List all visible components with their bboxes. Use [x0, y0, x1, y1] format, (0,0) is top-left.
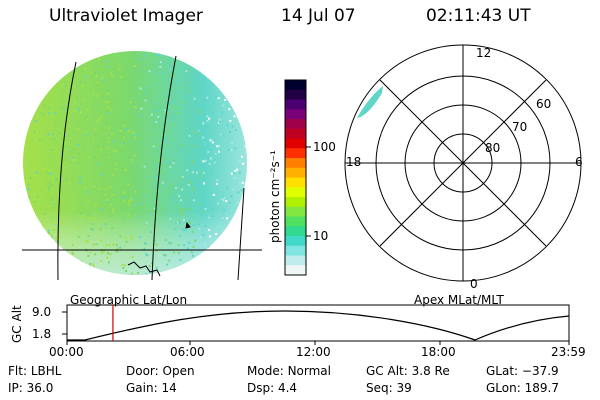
time-tick-0000: 00:00 [49, 345, 84, 359]
altitude-tick-1-8: 1.8 [32, 327, 52, 341]
coastline [127, 261, 161, 277]
colorbar-segment [285, 236, 306, 247]
colorbar-unit-label: photon cm⁻²s⁻¹ [268, 150, 282, 243]
mlt-label-12: 12 [476, 46, 492, 60]
meta-seq: Seq: 39 [366, 381, 412, 395]
colorbar-tick-100: 100 [313, 140, 336, 154]
meta-door: Door: Open [126, 364, 195, 378]
aurora-patch [357, 86, 383, 118]
polar-diagonal [379, 79, 547, 247]
altitude-curve [67, 310, 570, 341]
mlt-label-6: 6 [575, 155, 583, 169]
time-tick-0600: 06:00 [170, 345, 205, 359]
meta-ip: IP: 36.0 [8, 381, 54, 395]
altitude-plot [62, 304, 570, 345]
colorbar-segment [285, 109, 306, 120]
mlt-label-0: 0 [470, 277, 478, 291]
colorbar-tick-10: 10 [313, 229, 329, 243]
colorbar-segment [285, 197, 306, 208]
colorbar-segment [285, 206, 306, 217]
colorbar-segment [285, 255, 306, 266]
uv-image-disk [23, 51, 247, 275]
time-tick-2359: 23:59 [551, 345, 586, 359]
meta-flt: Flt: LBHL [8, 364, 62, 378]
pointer-marker [185, 221, 191, 229]
colorbar-segment [285, 265, 306, 276]
mlat-label-70: 70 [512, 120, 528, 134]
colorbar-segment [285, 80, 306, 91]
mlt-label-18: 18 [346, 155, 362, 169]
colorbar-segment [285, 158, 306, 169]
colorbar-segment [285, 148, 306, 159]
meridian-line [57, 61, 77, 281]
colorbar-segment [285, 226, 306, 237]
time-tick-1800: 18:00 [421, 345, 456, 359]
geographic-grid [22, 55, 262, 281]
meta-dsp: Dsp: 4.4 [247, 381, 298, 395]
altitude-tick-9: 9.0 [32, 305, 52, 319]
colorbar-segment [285, 216, 306, 227]
altitude-axis-label: GC Alt [10, 305, 24, 343]
apex-panel-label: Apex MLat/MLT [414, 293, 504, 307]
colorbar-segment [285, 89, 306, 100]
colorbar-segment [285, 99, 306, 110]
instrument-title: Ultraviolet Imager [49, 6, 203, 26]
meridian-line [237, 187, 245, 281]
colorbar-segment [285, 167, 306, 178]
colorbar-segment [285, 128, 306, 139]
colorbar-segment [285, 187, 306, 198]
observation-time: 02:11:43 UT [426, 6, 531, 26]
colorbar-segment [285, 177, 306, 188]
geographic-panel-label: Geographic Lat/Lon [70, 293, 188, 307]
time-tick-1200: 12:00 [296, 345, 331, 359]
meta-mode: Mode: Normal [247, 364, 331, 378]
colorbar [284, 79, 311, 276]
meta-gc-alt: GC Alt: 3.8 Re [366, 364, 450, 378]
mlat-label-60: 60 [536, 97, 552, 111]
observation-date: 14 Jul 07 [281, 6, 356, 26]
colorbar-segment [285, 245, 306, 256]
mlat-label-80: 80 [485, 141, 501, 155]
colorbar-segment [285, 138, 306, 149]
meta-glon: GLon: 189.7 [486, 381, 559, 395]
meta-gain: Gain: 14 [126, 381, 177, 395]
meta-glat: GLat: −37.9 [486, 364, 559, 378]
polar-plot [344, 44, 582, 282]
colorbar-segment [285, 119, 306, 130]
